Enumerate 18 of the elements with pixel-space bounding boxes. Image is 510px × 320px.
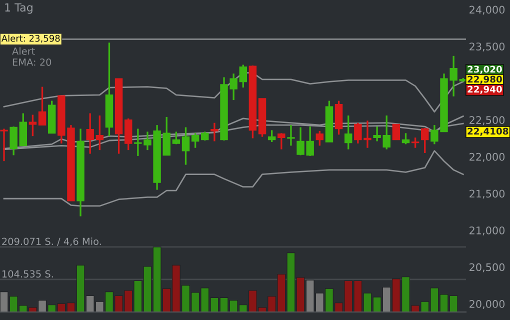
y-tick-label: 21,000 — [470, 226, 505, 236]
y-tick-label: 22,000 — [470, 152, 505, 162]
text: 22,4108 — [468, 128, 508, 136]
annotation: EMA: 20 — [12, 58, 52, 66]
chart-title: 1 Tag — [5, 3, 32, 14]
ref-line-label: Alert: 23,598 — [1, 34, 60, 43]
y-tick-label: 23,500 — [470, 42, 505, 52]
ref-line-label: 209.071 S. / 4,6 Mio. — [2, 238, 101, 246]
y-tick-label: 22,500 — [470, 116, 505, 126]
y-tick-label: 21,500 — [470, 190, 505, 199]
ref-line-label: 104.535 S. — [2, 270, 53, 278]
text: 22,980 — [468, 76, 502, 84]
y-tick-label: 20,000 — [470, 300, 505, 309]
text: 22,940 — [468, 86, 502, 94]
annotation: Alert — [12, 47, 35, 55]
y-tick-label: 20,500 — [470, 263, 505, 272]
text: 23,020 — [468, 66, 502, 74]
y-tick-label: 24,000 — [470, 6, 505, 15]
